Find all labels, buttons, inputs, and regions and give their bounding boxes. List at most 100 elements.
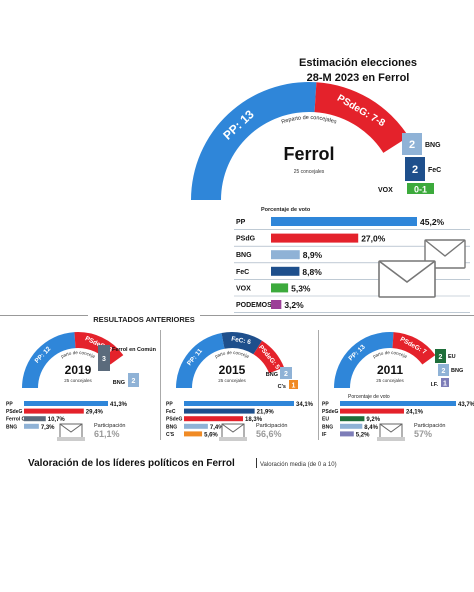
seat-box-vox: [407, 183, 434, 194]
seat-label-fec: FeC: 6: [231, 336, 252, 347]
percent-of-vote-label: Porcentaje de voto: [261, 207, 311, 213]
seat-party-name: EU: [448, 354, 456, 360]
participation-label: Participación: [256, 423, 288, 429]
bar-category-label: C'S: [166, 432, 175, 438]
bar-category-label: BNG: [322, 424, 333, 430]
seat-party-name: BNG: [425, 142, 441, 149]
seat-party-name: BNG: [113, 380, 125, 386]
bar-value-label: 41,3%: [110, 402, 128, 408]
bar-value-label: 5,3%: [291, 283, 311, 293]
bar-value-label: 34,1%: [296, 402, 314, 408]
seat-arc-pp: [22, 332, 76, 388]
bar-fec: [184, 408, 255, 414]
participation-value: 57%: [414, 429, 432, 439]
bar-psdeg: [340, 408, 404, 414]
bar-category-label: BNG: [166, 424, 177, 430]
section-divider: [0, 315, 474, 316]
bar-value-label: 5,2%: [356, 432, 370, 438]
title-separator: [256, 458, 257, 468]
percent-of-vote-label: Porcentaje de voto: [348, 394, 390, 400]
seat-arc-pp: [334, 332, 394, 388]
seats-distribution-label: Reparto de concejales: [0, 0, 96, 359]
main-title-line2: 28-M 2023 en Ferrol: [307, 72, 410, 84]
bar-bng: [271, 250, 300, 260]
seat-box-cs: [289, 380, 298, 389]
seat-arc-psdeg: [253, 340, 285, 374]
ballot-box-slot: [57, 437, 85, 441]
seat-count-bng: 2: [284, 371, 288, 378]
seat-box-if: [441, 378, 449, 387]
bar-psdeg: [271, 233, 359, 243]
bar-value-label: 3,2%: [284, 300, 304, 310]
seat-box-eu: [435, 349, 446, 363]
seat-count-ferrolcamon: 3: [102, 356, 106, 363]
seat-arc-psdeg: [392, 332, 436, 365]
bar-category-label: EU: [322, 417, 329, 423]
seat-count-cs: 1: [292, 383, 296, 390]
seat-box-bng: [402, 133, 422, 155]
seat-count-vox: 0-1: [414, 185, 427, 195]
bar-value-label: 9,2%: [366, 417, 380, 423]
panel-divider: [318, 330, 319, 440]
ballot-envelope-flap: [379, 423, 403, 433]
bar-category-label: PODEMOS: [236, 302, 272, 309]
seat-arc-pp: [191, 81, 317, 200]
bar-category-label: IF: [322, 432, 326, 438]
bar-value-label: 10,7%: [48, 417, 66, 423]
bar-podemos: [271, 300, 282, 309]
seats-distribution-label: Reparto de concejales: [281, 115, 338, 126]
seat-arc-fec: [221, 332, 263, 355]
bar-category-label: PP: [236, 219, 246, 226]
bar-fec: [271, 266, 300, 276]
bar-pp: [271, 217, 417, 226]
seat-party-name: VOX: [378, 187, 393, 194]
bar-category-label: BNG: [236, 252, 252, 259]
bar-value-label: 8,4%: [364, 425, 378, 431]
bar-value-label: 8,8%: [302, 267, 322, 277]
leaders-rating-subtitle: Valoración media (de 0 a 10): [260, 462, 337, 468]
seat-arc-psdeg: [314, 82, 409, 153]
bar-category-label: PSdeG: [166, 417, 183, 423]
seat-party-name: FeC: [428, 167, 441, 174]
ballot-box-slot: [219, 437, 247, 441]
seat-box-bng: [280, 367, 292, 379]
participation-value: 61,1%: [94, 429, 120, 439]
bar-category-label: PSdeG: [322, 409, 339, 415]
bar-category-label: PP: [166, 402, 173, 408]
seat-party-name: BNG: [266, 372, 278, 378]
seat-count-bng: 2: [409, 139, 415, 151]
bar-value-label: 18,3%: [245, 417, 263, 423]
seat-box-fec: [405, 157, 425, 181]
main-city-label: Ferrol: [283, 144, 334, 164]
leaders-rating-title: Valoración de los líderes políticos en F…: [28, 458, 235, 469]
bar-category-label: PSdG: [236, 236, 256, 243]
section-previous-label: RESULTADOS ANTERIORES: [93, 315, 195, 324]
bar-bng: [340, 423, 363, 429]
bar-psdeg: [24, 408, 84, 414]
seats-distribution-label-text: Reparto de concejales: [0, 0, 96, 359]
seat-count-eu: 2: [439, 354, 443, 361]
bar-category-label: Ferrol C.: [6, 417, 27, 423]
bar-cs: [184, 431, 203, 437]
main-councillors-note: 25 concejales: [294, 169, 325, 175]
bar-value-label: 7,4%: [210, 425, 224, 431]
bar-bng: [24, 423, 39, 429]
seat-box-bng: [438, 364, 449, 376]
ballot-envelope-flap: [221, 423, 245, 433]
ballot-box-slot: [377, 437, 405, 441]
seat-count-fec: 2: [412, 164, 418, 176]
year-label: 2015: [219, 363, 246, 377]
bar-value-label: 8,9%: [303, 250, 323, 260]
year-label: 2011: [377, 363, 403, 377]
panel-divider: [160, 330, 161, 440]
councillors-note: 25 concejales: [64, 378, 92, 383]
bar-psdeg: [184, 416, 244, 422]
bar-category-label: PP: [6, 402, 13, 408]
bar-ferrolcamon: [24, 416, 46, 422]
bar-value-label: 27,0%: [361, 234, 386, 244]
bar-value-label: 43,7%: [458, 402, 474, 408]
ballot-envelope-icon: [378, 260, 436, 298]
